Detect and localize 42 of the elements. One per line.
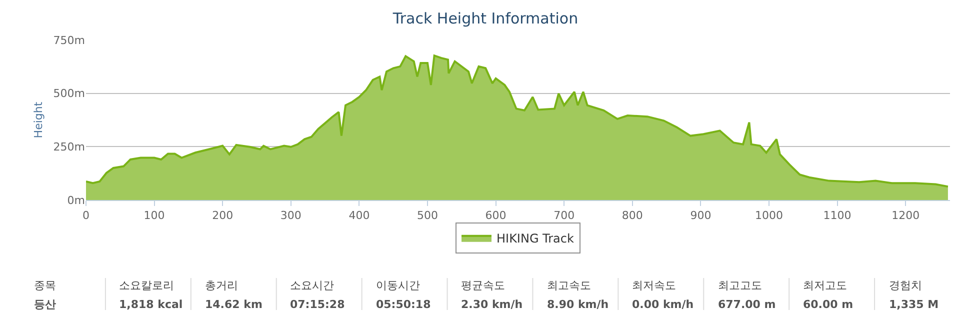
x-tick-label: 0 — [82, 209, 90, 222]
y-axis-title: Height — [32, 101, 45, 138]
text: 총거리 — [205, 279, 238, 292]
text: 05:50:18 — [376, 298, 431, 311]
chart-title: Track Height Information — [392, 9, 578, 28]
legend-label: HIKING Track — [496, 232, 574, 246]
text: 677.00 m — [718, 298, 776, 311]
text: 등산 — [34, 298, 56, 311]
text: 이동시간 — [376, 279, 420, 292]
x-tick-label: 800 — [622, 209, 643, 222]
x-tick-label: 900 — [690, 209, 712, 222]
text: 07:15:28 — [290, 298, 345, 311]
text: 평균속도 — [461, 279, 505, 292]
text: 종목 — [34, 279, 56, 292]
text: 최고고도 — [718, 279, 762, 292]
text: 8.90 km/h — [547, 298, 609, 311]
x-tick-label: 400 — [348, 209, 370, 222]
x-tick-label: 500 — [417, 209, 438, 222]
text: 2.30 km/h — [461, 298, 523, 311]
text: 최저고도 — [803, 279, 847, 292]
text: 1,335 M — [889, 298, 939, 311]
y-tick-label: 750m — [53, 34, 85, 47]
x-tick-label: 1100 — [823, 209, 852, 222]
x-tick-label: 1000 — [755, 209, 783, 222]
text: 14.62 km — [205, 298, 262, 311]
y-tick-label: 0m — [67, 194, 85, 207]
text: 최저속도 — [632, 279, 676, 292]
text: 1,818 kcal — [119, 298, 183, 311]
x-tick-label: 600 — [485, 209, 506, 222]
text: 소요칼로리 — [119, 279, 174, 292]
x-tick-label: 200 — [212, 209, 234, 222]
y-tick-label: 250m — [53, 140, 85, 154]
y-tick-label: 500m — [53, 87, 85, 100]
text: 60.00 m — [803, 298, 854, 311]
x-tick-label: 700 — [554, 209, 575, 222]
x-tick-label: 100 — [144, 209, 165, 222]
text: 경험치 — [889, 279, 922, 292]
text: 0.00 km/h — [632, 298, 694, 311]
text: 소요시간 — [290, 279, 334, 292]
x-tick-label: 300 — [280, 209, 302, 222]
text: 최고속도 — [547, 279, 591, 292]
x-tick-label: 1200 — [892, 209, 920, 222]
